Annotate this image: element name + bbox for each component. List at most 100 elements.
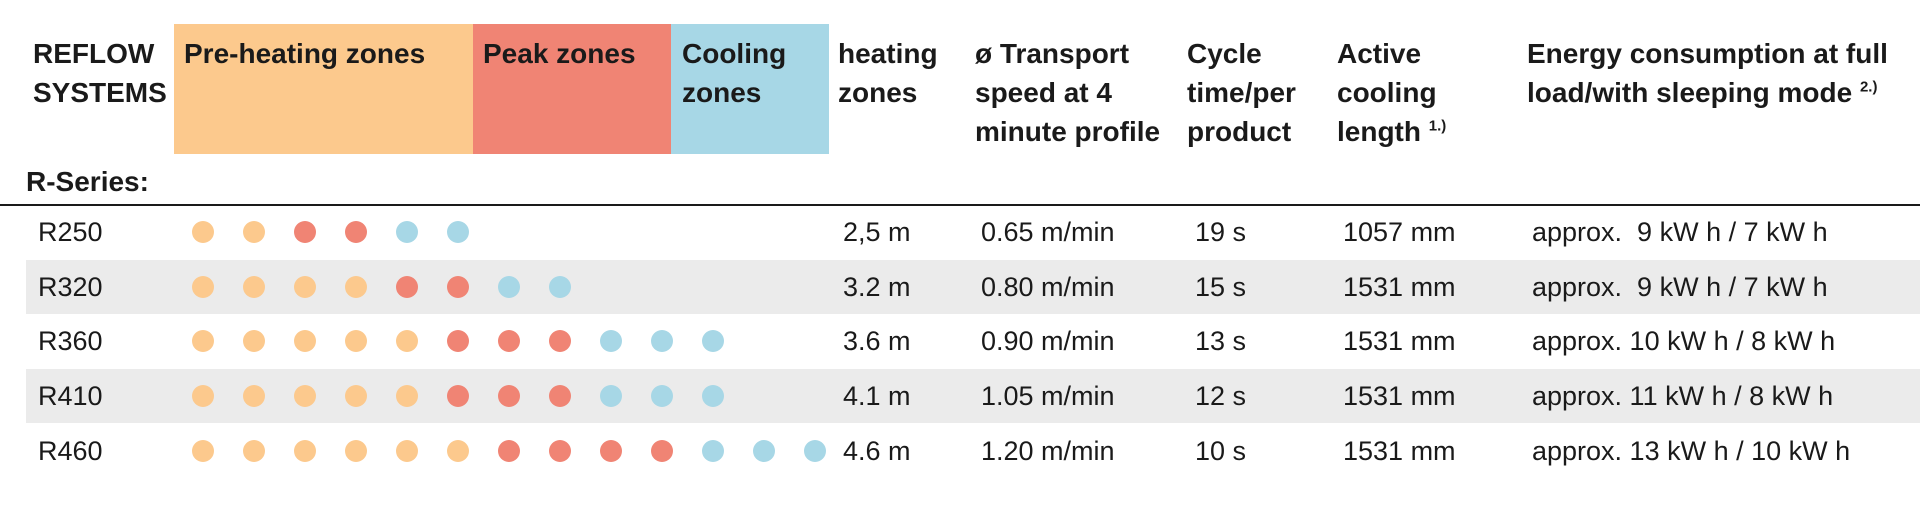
- cooling-zone-dot: [600, 385, 622, 407]
- model-cell: R320: [38, 272, 103, 302]
- energy-cell: approx. 9 kW h / 7 kW h: [1532, 217, 1828, 247]
- preheat-zone-dot: [243, 330, 265, 352]
- preheat-zone-dot: [192, 276, 214, 298]
- table-row: R460 4.6 m 1.20 m/min 10 s 1531 mm approx. 13…: [26, 424, 1920, 478]
- heating-length-cell: 3.2 m: [843, 272, 911, 302]
- preheat-zone-dot: [396, 440, 418, 462]
- peak-zone-dot: [651, 440, 673, 462]
- preheat-zone-dot: [294, 330, 316, 352]
- cooling-length-cell: 1057 mm: [1343, 217, 1456, 247]
- peak-zone-dot: [498, 440, 520, 462]
- heating-length-cell: 4.1 m: [843, 381, 911, 411]
- peak-zone-dot: [498, 385, 520, 407]
- peak-zone-dot: [447, 385, 469, 407]
- cooling-zones-label: Cooling zones: [682, 38, 787, 108]
- model-cell: R250: [38, 217, 103, 247]
- preheat-zone-dot: [192, 330, 214, 352]
- cycle-time-cell: 19 s: [1195, 217, 1247, 247]
- cooling-zone-dot: [651, 330, 673, 352]
- table-row: R320 3.2 m 0.80 m/min 15 s 1531 mm approx. 9 …: [26, 260, 1920, 314]
- cooling-zone-dot: [447, 221, 469, 243]
- cooling-zone-dot: [702, 330, 724, 352]
- cooling-length-header: Active cooling length 1.): [1337, 34, 1446, 151]
- cooling-zone-dot: [549, 276, 571, 298]
- cooling-zone-dot: [396, 221, 418, 243]
- cooling-length-cell: 1531 mm: [1343, 326, 1456, 356]
- preheat-zone-dot: [345, 385, 367, 407]
- cycle-time-cell: 10 s: [1195, 436, 1247, 466]
- cycle-time-header: Cycle time/per product: [1187, 38, 1296, 147]
- cycle-time-cell: 12 s: [1195, 381, 1247, 411]
- cooling-zone-dot: [753, 440, 775, 462]
- heating-zones-header: heating zones: [838, 38, 938, 108]
- preheat-zone-dot: [396, 385, 418, 407]
- cooling-length-footnote: 1.): [1428, 117, 1447, 135]
- cooling-length-cell: 1531 mm: [1343, 272, 1456, 302]
- energy-cell: approx. 10 kW h / 8 kW h: [1532, 326, 1836, 356]
- preheat-zone-dot: [447, 440, 469, 462]
- peak-zone-dot: [447, 276, 469, 298]
- transport-speed-cell: 1.05 m/min: [981, 381, 1115, 411]
- peak-zone-dot: [447, 330, 469, 352]
- peak-zone-dot: [549, 440, 571, 462]
- peak-zone-dot: [294, 221, 316, 243]
- energy-cell: approx. 9 kW h / 7 kW h: [1532, 272, 1828, 302]
- peak-zone-dot: [345, 221, 367, 243]
- cooling-zone-dot: [498, 276, 520, 298]
- cooling-zone-dot: [702, 385, 724, 407]
- energy-cell: approx. 11 kW h / 8 kW h: [1532, 381, 1834, 411]
- transport-speed-cell: 0.80 m/min: [981, 272, 1115, 302]
- transport-speed-cell: 0.90 m/min: [981, 326, 1115, 356]
- energy-header: Energy consumption at full load/with sle…: [1527, 34, 1888, 112]
- heating-length-cell: 3.6 m: [843, 326, 911, 356]
- header-divider: [0, 204, 1920, 206]
- model-cell: R410: [38, 381, 103, 411]
- preheat-zone-dot: [192, 221, 214, 243]
- peak-zones-label: Peak zones: [483, 38, 636, 69]
- preheat-zone-dot: [243, 385, 265, 407]
- preheat-zone-dot: [294, 440, 316, 462]
- preheat-zone-dot: [396, 330, 418, 352]
- preheat-zones-header: [174, 24, 473, 154]
- peak-zone-dot: [600, 440, 622, 462]
- energy-footnote: 2.): [1859, 78, 1878, 96]
- preheat-zones-label: Pre-heating zones: [184, 38, 426, 69]
- cooling-length-cell: 1531 mm: [1343, 381, 1456, 411]
- cooling-length-label: Active cooling length: [1337, 38, 1437, 147]
- cooling-zone-dot: [651, 385, 673, 407]
- preheat-zone-dot: [345, 440, 367, 462]
- table-row: R410 4.1 m 1.05 m/min 12 s 1531 mm approx. 11…: [26, 369, 1920, 423]
- cooling-length-cell: 1531 mm: [1343, 436, 1456, 466]
- preheat-zone-dot: [243, 221, 265, 243]
- preheat-zone-dot: [294, 385, 316, 407]
- energy-cell: approx. 13 kW h / 10 kW h: [1532, 436, 1851, 466]
- heating-length-cell: 4.6 m: [843, 436, 911, 466]
- energy-label: Energy consumption at full load/with sle…: [1527, 38, 1888, 108]
- cycle-time-cell: 15 s: [1195, 272, 1247, 302]
- cycle-time-cell: 13 s: [1195, 326, 1247, 356]
- transport-speed-cell: 0.65 m/min: [981, 217, 1115, 247]
- model-cell: R460: [38, 436, 103, 466]
- series-label: R-Series:: [26, 166, 149, 197]
- cooling-zones-header: [671, 24, 829, 154]
- preheat-zone-dot: [345, 276, 367, 298]
- peak-zone-dot: [396, 276, 418, 298]
- heating-length-cell: 2,5 m: [843, 217, 911, 247]
- model-cell: R360: [38, 326, 103, 356]
- preheat-zone-dot: [192, 385, 214, 407]
- preheat-zone-dot: [192, 440, 214, 462]
- cooling-zone-dot: [600, 330, 622, 352]
- cooling-zone-dot: [702, 440, 724, 462]
- transport-speed-cell: 1.20 m/min: [981, 436, 1115, 466]
- peak-zone-dot: [549, 385, 571, 407]
- reflow-systems-title: REFLOW SYSTEMS: [33, 38, 167, 108]
- transport-speed-header: ø Transport speed at 4 minute profile: [975, 38, 1161, 147]
- preheat-zone-dot: [294, 276, 316, 298]
- preheat-zone-dot: [345, 330, 367, 352]
- preheat-zone-dot: [243, 276, 265, 298]
- peak-zone-dot: [549, 330, 571, 352]
- table-row: R360 3.6 m 0.90 m/min 13 s 1531 mm approx. 10…: [26, 314, 1920, 368]
- cooling-zone-dot: [804, 440, 826, 462]
- peak-zones-header: [473, 24, 671, 154]
- preheat-zone-dot: [243, 440, 265, 462]
